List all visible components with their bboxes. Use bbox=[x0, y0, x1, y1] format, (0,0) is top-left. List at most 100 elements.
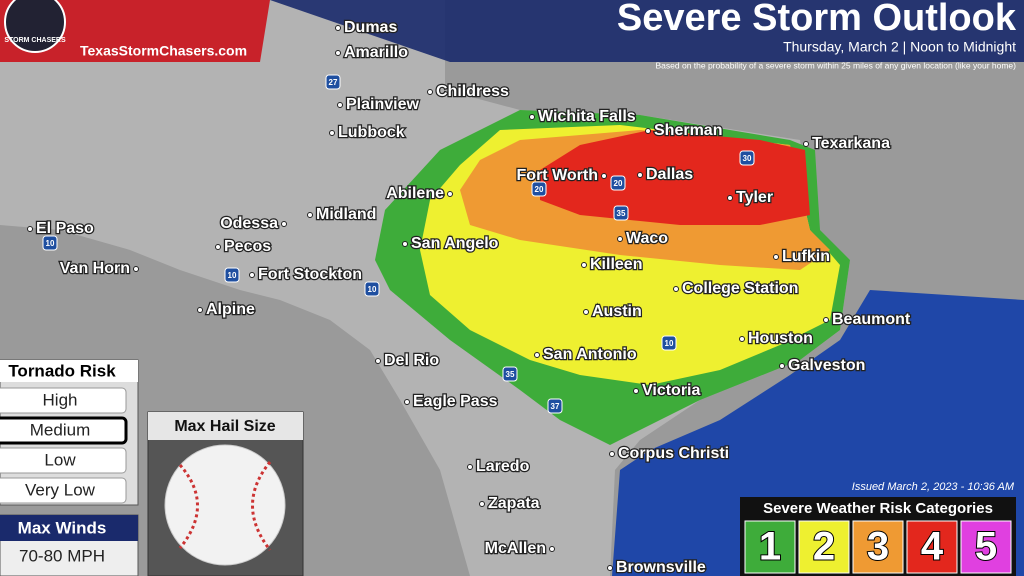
city-dot bbox=[645, 128, 651, 134]
city-label: Beaumont bbox=[832, 311, 911, 328]
highway-number: 27 bbox=[329, 78, 338, 87]
subtitle: Thursday, March 2 | Noon to Midnight bbox=[783, 39, 1016, 55]
city-label: Childress bbox=[436, 83, 509, 100]
city-dot bbox=[637, 172, 643, 178]
category-number: 5 bbox=[975, 525, 997, 569]
city-label: Fort Stockton bbox=[258, 266, 362, 283]
highway-number: 30 bbox=[743, 154, 752, 163]
highway-shield bbox=[547, 398, 563, 414]
city-dot bbox=[215, 244, 221, 250]
highway-shield bbox=[613, 205, 629, 221]
city-label: Del Rio bbox=[384, 352, 439, 369]
city-dot bbox=[549, 546, 555, 552]
city-dot bbox=[337, 102, 343, 108]
winds-title: Max Winds bbox=[18, 518, 107, 537]
city-label: Waco bbox=[626, 230, 668, 247]
tornado-level-box bbox=[0, 447, 127, 474]
city-dot bbox=[779, 363, 785, 369]
city-label: Alpine bbox=[206, 301, 255, 318]
city-label: Tyler bbox=[736, 189, 773, 206]
city-label: Abilene bbox=[386, 185, 444, 202]
city-label: Lufkin bbox=[782, 248, 830, 265]
baseball-stitch bbox=[251, 461, 272, 551]
city-label: Galveston bbox=[788, 357, 865, 374]
city-label: College Station bbox=[682, 280, 798, 297]
baseball-stitch bbox=[178, 464, 199, 549]
city-dot bbox=[281, 221, 287, 227]
city-label: Lubbock bbox=[338, 124, 405, 141]
highway-shield bbox=[661, 335, 677, 351]
header-band bbox=[270, 0, 1024, 62]
city-dot bbox=[447, 191, 453, 197]
highway-shield bbox=[325, 74, 341, 90]
city-label: Laredo bbox=[476, 458, 530, 475]
category-number: 1 bbox=[759, 525, 781, 569]
city-dot bbox=[823, 317, 829, 323]
city-dot bbox=[335, 25, 341, 31]
category-box bbox=[798, 520, 850, 574]
categories-title: Severe Weather Risk Categories bbox=[763, 500, 993, 517]
city-label: Odessa bbox=[220, 215, 278, 232]
highway-number: 10 bbox=[228, 271, 237, 280]
city-dot bbox=[581, 262, 587, 268]
highway-number: 20 bbox=[535, 185, 544, 194]
tornado-title-bg bbox=[0, 360, 138, 382]
city-label: Victoria bbox=[642, 382, 701, 399]
city-dot bbox=[404, 399, 410, 405]
winds-title-bg bbox=[0, 515, 138, 541]
city-label: Eagle Pass bbox=[413, 393, 498, 410]
city-dot bbox=[197, 307, 203, 313]
tornado-level: High bbox=[43, 390, 78, 409]
city-label: El Paso bbox=[36, 220, 94, 237]
note: Based on the probability of a severe sto… bbox=[656, 60, 1017, 70]
city-label: McAllen bbox=[485, 540, 546, 557]
city-label: Sherman bbox=[654, 122, 722, 139]
hail-title: Max Hail Size bbox=[174, 418, 275, 435]
city-label: Corpus Christi bbox=[618, 445, 729, 462]
highway-shield bbox=[224, 267, 240, 283]
logo-badge-text: STORM CHASERS bbox=[4, 37, 66, 44]
city-label: Austin bbox=[592, 303, 642, 320]
category-box bbox=[744, 520, 796, 574]
city-dot bbox=[727, 195, 733, 201]
city-label: Killeen bbox=[590, 256, 642, 273]
city-dot bbox=[673, 286, 679, 292]
highway-number: 10 bbox=[368, 285, 377, 294]
tornado-level: Low bbox=[44, 450, 76, 469]
city-label: Fort Worth bbox=[517, 167, 598, 184]
category-box bbox=[906, 520, 958, 574]
city-dot bbox=[739, 336, 745, 342]
city-dot bbox=[307, 212, 313, 218]
city-dot bbox=[375, 358, 381, 364]
highway-shield bbox=[364, 281, 380, 297]
city-dot bbox=[329, 130, 335, 136]
city-label: Dumas bbox=[344, 19, 397, 36]
category-number: 3 bbox=[867, 525, 889, 569]
category-box bbox=[960, 520, 1012, 574]
city-dot bbox=[607, 565, 613, 571]
title: Severe Storm Outlook bbox=[617, 0, 1017, 39]
category-number: 2 bbox=[813, 525, 835, 569]
city-dot bbox=[479, 501, 485, 507]
city-dot bbox=[773, 254, 779, 260]
city-dot bbox=[249, 272, 255, 278]
city-label: Houston bbox=[748, 330, 813, 347]
highway-shield bbox=[739, 150, 755, 166]
city-label: San Angelo bbox=[411, 235, 499, 252]
city-label: Pecos bbox=[224, 238, 271, 255]
logo-site: TexasStormChasers.com bbox=[80, 43, 247, 59]
city-dot bbox=[402, 241, 408, 247]
tornado-title: Tornado Risk bbox=[8, 361, 116, 380]
city-label: San Antonio bbox=[543, 346, 637, 363]
category-number: 4 bbox=[921, 525, 944, 569]
baseball bbox=[164, 444, 286, 566]
city-dot bbox=[534, 352, 540, 358]
highway-number: 10 bbox=[665, 339, 674, 348]
city-dot bbox=[133, 266, 139, 272]
winds-value: 70-80 MPH bbox=[19, 546, 105, 565]
city-label: Brownsville bbox=[616, 559, 706, 576]
city-label: Texarkana bbox=[812, 135, 890, 152]
highway-number: 20 bbox=[614, 179, 623, 188]
